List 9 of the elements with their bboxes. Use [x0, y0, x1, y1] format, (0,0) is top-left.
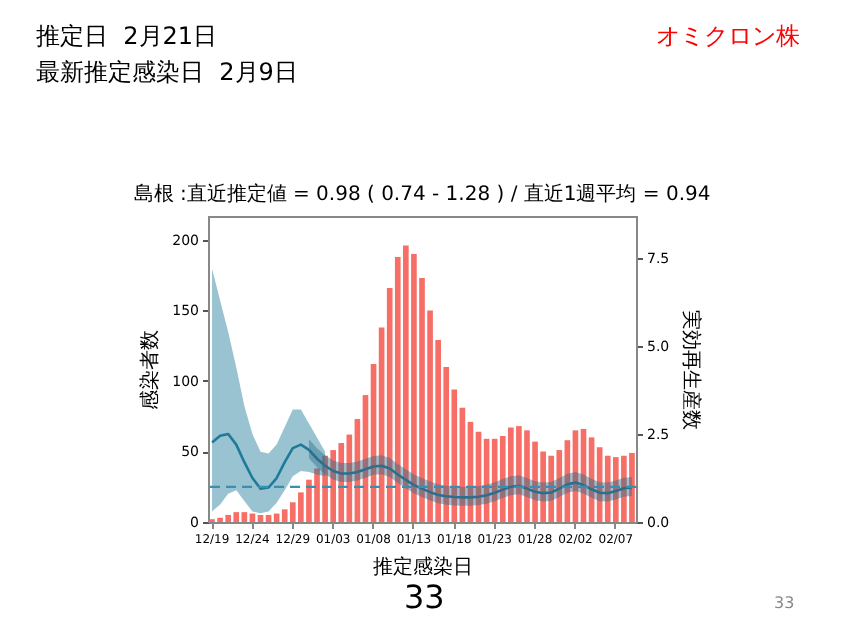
y-axis-title: 感染者数 [138, 330, 163, 410]
text: オミクロン株 [656, 20, 800, 54]
y2-axis-title: 実効再生産数 [679, 310, 704, 430]
text: 最新推定感染日 2月9日 [36, 56, 298, 90]
text: 33 [774, 594, 795, 612]
chart-title: 島根 :直近推定値 = 0.98 ( 0.74 - 1.28 ) / 直近1週平均 = 0.94 [133, 182, 711, 206]
text: 推定日 2月21日 [36, 20, 218, 54]
x-axis-title: 推定感染日 [373, 555, 473, 579]
text: 33 [404, 578, 445, 616]
